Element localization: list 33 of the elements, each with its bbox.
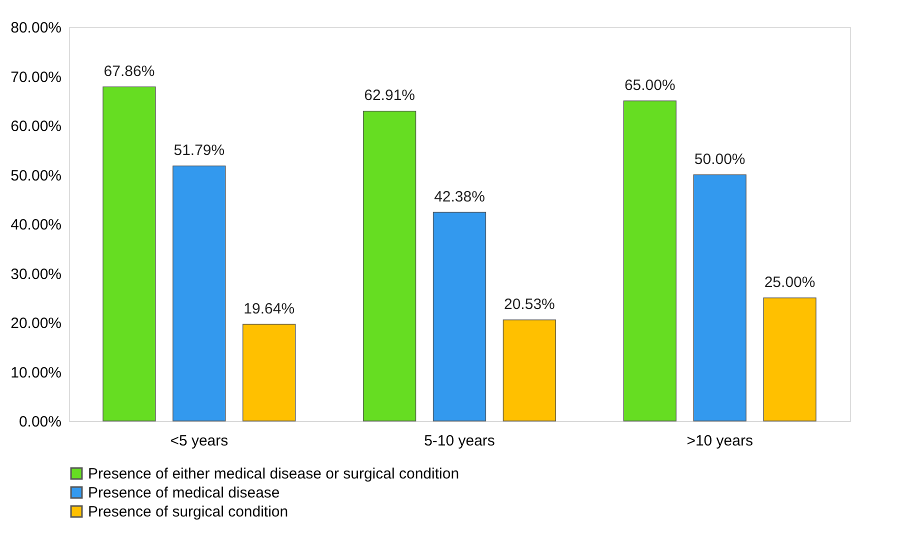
data-label: 25.00%	[764, 274, 816, 291]
y-tick-label: 10.00%	[10, 364, 62, 382]
bar	[502, 320, 556, 422]
x-tick-label: >10 years	[686, 432, 753, 450]
bar	[763, 298, 816, 422]
bar	[362, 110, 416, 422]
y-tick-label: 0.00%	[18, 414, 62, 430]
y-tick-label: 40.00%	[10, 216, 62, 234]
x-tick-label: 5-10 years	[424, 432, 495, 450]
bar	[242, 324, 296, 422]
data-label: 62.91%	[364, 87, 415, 104]
y-tick-label: 30.00%	[10, 266, 62, 283]
data-label: 42.38%	[434, 188, 485, 206]
y-tick-label: 60.00%	[10, 118, 62, 135]
x-tick-label: <5 years	[170, 432, 228, 450]
legend-label: Presence of either medical disease or surgical condition	[88, 466, 460, 482]
data-label: 19.64%	[244, 300, 295, 318]
data-label: 67.86%	[104, 62, 155, 80]
bar	[102, 86, 156, 422]
data-label: 20.53%	[504, 296, 555, 313]
y-tick-label: 20.00%	[10, 315, 62, 332]
legend-label: Presence of surgical condition	[88, 504, 288, 520]
y-tick-label: 50.00%	[10, 167, 62, 184]
y-tick-label: 80.00%	[10, 20, 62, 36]
bar	[693, 174, 746, 422]
data-label: 50.00%	[694, 150, 746, 168]
bar	[172, 166, 226, 422]
legend-label: Presence of medical disease	[88, 484, 280, 502]
data-label: 65.00%	[624, 76, 676, 94]
y-tick-label: 70.00%	[10, 68, 62, 86]
bar	[432, 212, 486, 422]
bar	[623, 100, 676, 422]
data-label: 51.79%	[174, 142, 225, 159]
